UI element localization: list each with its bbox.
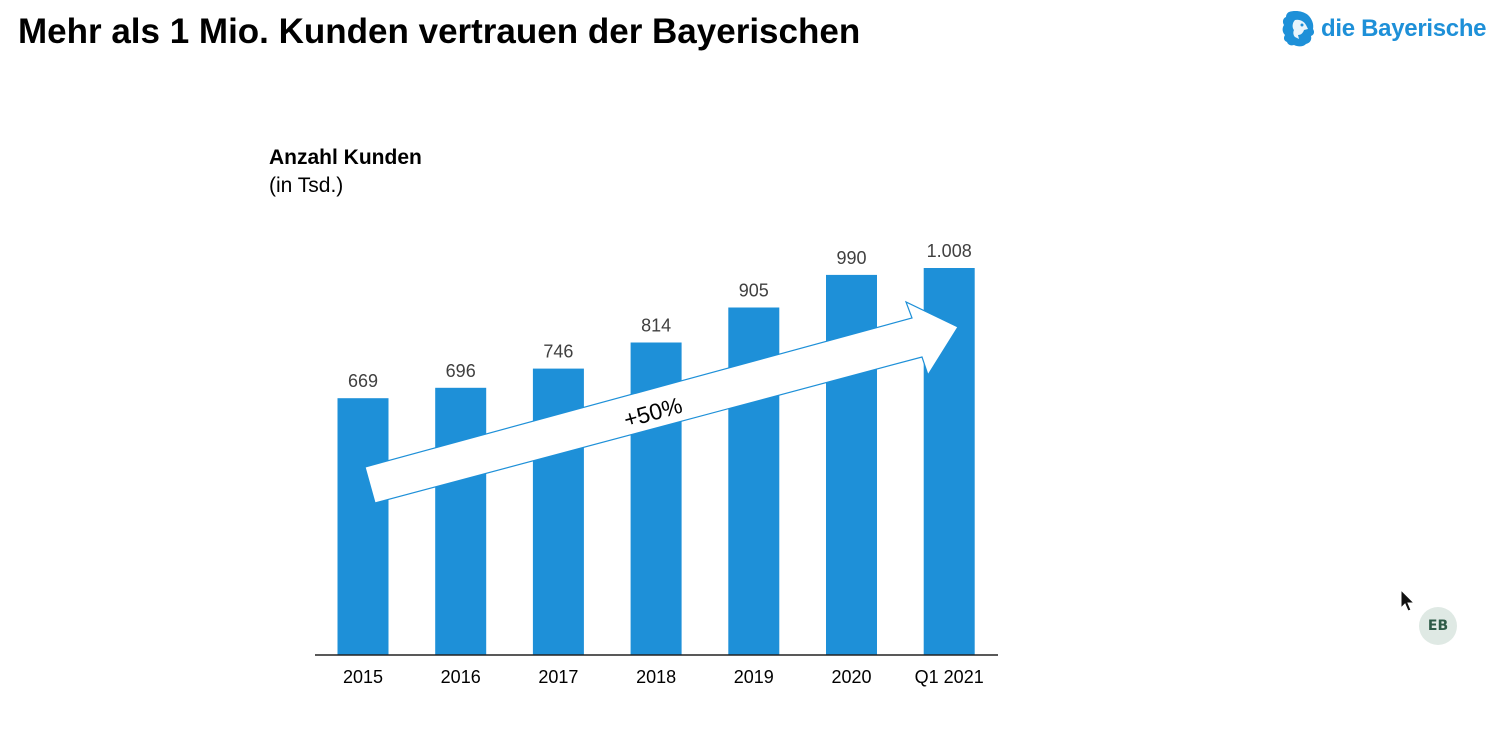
x-tick-labels-group: 2015 2016 2017 2018 2019 2020 Q1 2021 (343, 667, 984, 687)
x-tick-label: 2015 (343, 667, 383, 687)
data-label: 814 (641, 316, 671, 336)
brand-name: die Bayerische (1321, 15, 1487, 42)
chart-unit: (in Tsd.) (269, 174, 344, 197)
x-tick-label: 2019 (734, 667, 774, 687)
data-label: 746 (543, 342, 573, 362)
x-tick-label: 2020 (831, 667, 871, 687)
data-labels-group: 669 696 746 814 905 990 1.008 (348, 241, 972, 391)
slide-title: Mehr als 1 Mio. Kunden vertrauen der Bay… (18, 12, 861, 51)
bar-2015 (337, 398, 389, 655)
x-tick-label: 2018 (636, 667, 676, 687)
brand-logo: die Bayerische (1281, 10, 1487, 48)
x-tick-label: 2017 (538, 667, 578, 687)
x-tick-label: 2016 (441, 667, 481, 687)
growth-arrow (364, 300, 959, 504)
data-label: 990 (836, 248, 866, 268)
chart-title: Anzahl Kunden (269, 146, 422, 169)
x-tick-label: Q1 2021 (915, 667, 984, 687)
bar-2016 (435, 387, 487, 655)
data-label: 905 (739, 281, 769, 301)
presenter-avatar[interactable]: EB (1419, 607, 1457, 645)
data-label: 1.008 (927, 241, 972, 261)
data-label: 669 (348, 371, 378, 391)
lion-head-icon (1281, 10, 1315, 48)
chart-heading: Anzahl Kunden (in Tsd.) (269, 144, 422, 200)
data-label: 696 (446, 361, 476, 381)
mouse-cursor-icon (1400, 589, 1416, 612)
